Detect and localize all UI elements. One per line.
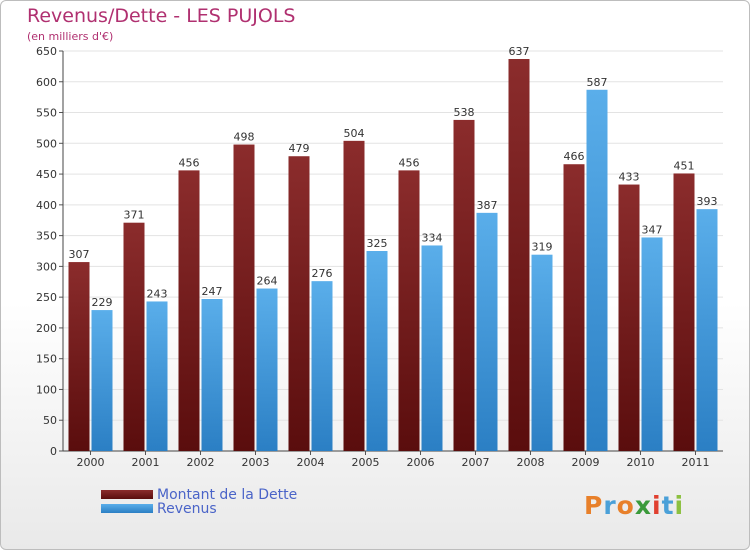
x-tick-label: 2008 bbox=[517, 456, 545, 469]
y-tick-label: 150 bbox=[36, 353, 57, 366]
legend-label-revenus: Revenus bbox=[157, 501, 217, 517]
data-label: 347 bbox=[642, 223, 663, 236]
data-label: 243 bbox=[147, 287, 168, 300]
data-label: 456 bbox=[399, 156, 420, 169]
data-label: 247 bbox=[202, 285, 223, 298]
bar-dette bbox=[288, 156, 310, 451]
x-tick-label: 2004 bbox=[297, 456, 325, 469]
data-label: 387 bbox=[477, 199, 498, 212]
bar-revenus bbox=[201, 299, 223, 451]
data-label: 479 bbox=[289, 142, 310, 155]
bar-revenus bbox=[311, 281, 333, 451]
bar-dette bbox=[178, 170, 200, 451]
bar-revenus bbox=[421, 245, 443, 451]
data-label: 276 bbox=[312, 267, 333, 280]
data-label: 393 bbox=[697, 195, 718, 208]
x-tick-label: 2010 bbox=[627, 456, 655, 469]
y-tick-label: 600 bbox=[36, 76, 57, 89]
bar-revenus bbox=[91, 310, 113, 451]
legend-swatch-revenus bbox=[101, 504, 153, 513]
x-tick-label: 2007 bbox=[462, 456, 490, 469]
logo-letter: x bbox=[634, 491, 652, 520]
data-label: 319 bbox=[532, 241, 553, 254]
y-tick-label: 550 bbox=[36, 107, 57, 120]
logo-letter: i bbox=[652, 491, 662, 520]
x-tick-label: 2011 bbox=[682, 456, 710, 469]
y-tick-label: 0 bbox=[50, 445, 57, 458]
legend-swatch-dette bbox=[101, 490, 153, 499]
data-label: 466 bbox=[564, 150, 585, 163]
data-label: 451 bbox=[674, 159, 695, 172]
bar-revenus bbox=[256, 288, 278, 451]
data-label: 264 bbox=[257, 275, 278, 288]
data-label: 334 bbox=[422, 231, 443, 244]
data-label: 587 bbox=[587, 76, 608, 89]
bar-revenus bbox=[531, 254, 553, 451]
data-label: 325 bbox=[367, 237, 388, 250]
bar-dette bbox=[233, 144, 255, 452]
chart-subtitle: (en milliers d'€) bbox=[27, 30, 114, 43]
bar-dette bbox=[508, 59, 530, 451]
bar-dette bbox=[618, 184, 640, 452]
y-tick-label: 50 bbox=[43, 414, 57, 427]
data-label: 456 bbox=[179, 156, 200, 169]
data-label: 433 bbox=[619, 171, 640, 184]
data-label: 637 bbox=[509, 45, 530, 58]
logo-letter: t bbox=[661, 491, 675, 520]
data-label: 504 bbox=[344, 127, 365, 140]
bar-dette bbox=[123, 222, 145, 451]
logo-letter: i bbox=[674, 491, 685, 520]
bar-dette bbox=[68, 262, 90, 451]
y-tick-label: 500 bbox=[36, 137, 57, 150]
legend-label-dette: Montant de la Dette bbox=[157, 487, 298, 503]
chart-title: Revenus/Dette - LES PUJOLS bbox=[27, 5, 296, 27]
bar-revenus bbox=[586, 89, 608, 452]
y-tick-label: 250 bbox=[36, 291, 57, 304]
data-label: 371 bbox=[124, 209, 145, 222]
bar-dette bbox=[563, 164, 585, 451]
bar-revenus bbox=[366, 251, 388, 451]
x-tick-label: 2006 bbox=[407, 456, 435, 469]
y-tick-label: 100 bbox=[36, 383, 57, 396]
y-tick-label: 200 bbox=[36, 322, 57, 335]
y-tick-label: 350 bbox=[36, 230, 57, 243]
proxiti-logo: Proxiti bbox=[584, 491, 684, 520]
x-tick-label: 2002 bbox=[187, 456, 215, 469]
data-label: 538 bbox=[454, 106, 475, 119]
bar-revenus bbox=[146, 301, 168, 451]
data-label: 498 bbox=[234, 131, 255, 144]
y-tick-label: 450 bbox=[36, 168, 57, 181]
bar-revenus bbox=[696, 209, 718, 451]
data-label: 229 bbox=[92, 296, 113, 309]
x-tick-label: 2001 bbox=[132, 456, 160, 469]
logo-letter: P bbox=[584, 491, 604, 520]
bar-dette bbox=[673, 173, 695, 451]
y-tick-label: 400 bbox=[36, 199, 57, 212]
bar-dette bbox=[398, 170, 420, 451]
data-label: 307 bbox=[69, 248, 90, 261]
logo-letter: o bbox=[616, 491, 635, 520]
bar-revenus bbox=[641, 237, 663, 451]
x-tick-label: 2003 bbox=[242, 456, 270, 469]
bar-dette bbox=[343, 140, 365, 451]
bar-dette bbox=[453, 119, 475, 451]
logo-letter: r bbox=[603, 491, 617, 520]
bar-revenus bbox=[476, 212, 498, 451]
y-tick-label: 650 bbox=[36, 45, 57, 58]
x-tick-label: 2009 bbox=[572, 456, 600, 469]
x-tick-label: 2000 bbox=[77, 456, 105, 469]
x-tick-label: 2005 bbox=[352, 456, 380, 469]
y-tick-label: 300 bbox=[36, 260, 57, 273]
